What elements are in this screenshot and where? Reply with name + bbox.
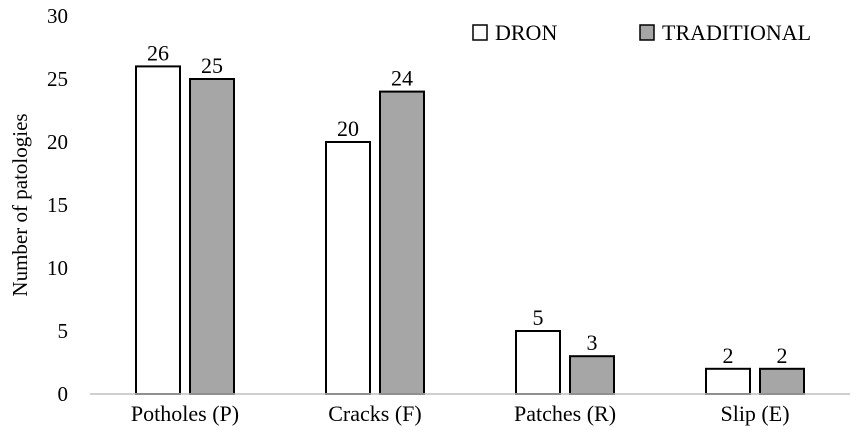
data-label: 3: [587, 330, 598, 355]
data-label: 2: [723, 343, 734, 368]
y-tick-label: 15: [47, 193, 68, 217]
data-label: 24: [391, 66, 413, 91]
bar-traditional-0: [189, 78, 235, 395]
bar-traditional-3: [759, 367, 805, 395]
x-category-label: Slip (E): [720, 401, 789, 426]
bar-traditional-1: [379, 90, 425, 395]
y-tick-label: 0: [58, 382, 69, 406]
y-tick-label: 25: [47, 67, 68, 91]
legend-label: DRON: [495, 20, 557, 45]
data-label: 5: [533, 305, 544, 330]
bar-dron-2: [515, 330, 561, 395]
y-tick-label: 30: [47, 4, 68, 28]
y-tick-label: 10: [47, 256, 68, 280]
bar-dron-0: [135, 65, 181, 396]
x-category-label: Patches (R): [514, 401, 616, 426]
bar-dron-1: [325, 141, 371, 395]
bar-traditional-2: [569, 355, 615, 396]
legend-swatch: [639, 24, 655, 41]
data-label: 20: [337, 116, 359, 141]
data-label: 25: [201, 53, 223, 78]
data-label: 26: [147, 40, 169, 65]
y-tick-label: 5: [58, 319, 69, 343]
x-category-label: Potholes (P): [131, 401, 239, 426]
data-label: 2: [777, 343, 788, 368]
legend-swatch: [472, 24, 488, 41]
bar-dron-3: [705, 367, 751, 395]
legend-label: TRADITIONAL: [662, 20, 811, 45]
y-axis-label: Number of patologies: [8, 113, 32, 296]
x-category-label: Cracks (F): [328, 401, 421, 426]
y-tick-label: 20: [47, 130, 68, 154]
